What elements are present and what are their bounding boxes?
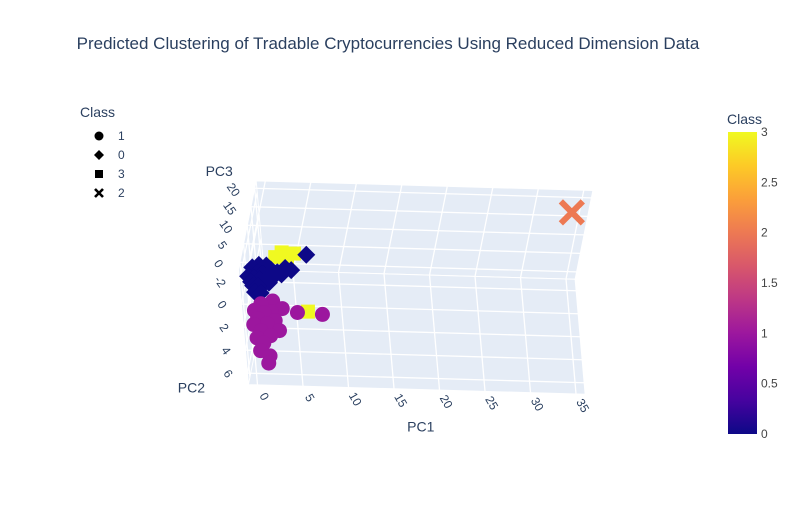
tick-label-pc3: 10: [216, 217, 235, 236]
legend: Class 1 0 3 2: [80, 104, 125, 202]
data-point-class-1[interactable]: [289, 304, 305, 320]
legend-item-class-1[interactable]: 1: [80, 126, 125, 145]
tick-label-pc2: 2: [216, 321, 231, 335]
gridline-pc3: [250, 206, 588, 218]
gridline-pc3: [239, 261, 577, 273]
x-icon: [90, 187, 108, 198]
gridline-pc2: [239, 280, 577, 292]
tick-label-pc2: -2: [211, 273, 229, 290]
colorbar-tick-label: 0: [761, 427, 768, 441]
gridline-pc3: [254, 187, 592, 199]
colorbar-tick-label: 3: [761, 125, 768, 139]
data-point-class-3[interactable]: [268, 250, 283, 265]
gridline-pc2: [243, 326, 581, 338]
data-point-class-1[interactable]: [274, 301, 290, 317]
tick-label-pc3: 5: [215, 239, 230, 253]
tick-label-pc1: 0: [257, 390, 273, 403]
diamond-icon: [90, 149, 108, 160]
tick-label-pc1: 20: [437, 392, 456, 411]
tick-label-pc1: 5: [302, 391, 318, 404]
legend-item-class-0[interactable]: 0: [80, 145, 125, 164]
colorbar-tick-label: 2: [761, 226, 768, 240]
tick-label-pc1: 25: [482, 394, 501, 413]
tick-label-pc2: 6: [220, 367, 235, 381]
legend-title: Class: [80, 104, 116, 120]
data-point-class-0[interactable]: [297, 245, 316, 264]
colorbar-tick-label: 1: [761, 326, 768, 340]
data-point-class-0[interactable]: [251, 284, 270, 303]
legend-item-label: 0: [118, 147, 125, 162]
legend-item-label: 3: [118, 166, 125, 181]
data-point-class-1[interactable]: [261, 355, 277, 371]
gridline-pc3: [247, 224, 585, 236]
tick-label-pc1: 35: [573, 396, 592, 415]
colorbar-title: Class: [727, 111, 763, 127]
tick-label-pc1: 10: [346, 390, 365, 409]
legend-item-class-2[interactable]: 2: [80, 183, 125, 202]
colorbar-tick-label: 2.5: [761, 175, 778, 189]
gridline-pc3: [243, 243, 581, 255]
gridline-pc2: [245, 349, 583, 361]
colorbar-tick-label: 0.5: [761, 377, 778, 391]
axis-title-pc3: PC3: [206, 163, 233, 179]
legend-item-label: 1: [118, 128, 125, 143]
gridline-pc2: [247, 372, 585, 384]
colorbar-tick-label: 1.5: [761, 276, 778, 290]
chart-title: Predicted Clustering of Tradable Cryptoc…: [76, 34, 700, 53]
tick-label-pc1: 30: [528, 395, 547, 414]
tick-label-pc1: 15: [391, 391, 410, 410]
tick-label-pc3: 15: [220, 199, 239, 218]
axis-title-pc1: PC1: [407, 418, 434, 434]
data-point-class-1[interactable]: [314, 306, 330, 322]
colorbar: 0 0.5 1 1.5 2 2.5 3: [728, 125, 778, 441]
tick-label-pc3: 0: [211, 257, 226, 271]
colorbar-gradient: [728, 132, 757, 434]
data-point-class-0[interactable]: [272, 265, 291, 284]
tick-label-pc2: 4: [218, 344, 233, 358]
square-icon: [90, 169, 108, 179]
data-point-class-2[interactable]: [558, 199, 585, 226]
axis-title-pc2: PC2: [178, 380, 205, 396]
tick-label-pc2: 0: [214, 298, 229, 312]
tick-label-pc3: 20: [224, 180, 243, 199]
legend-item-class-3[interactable]: 3: [80, 164, 125, 183]
circle-icon: [90, 131, 108, 141]
gridline-pc3: [239, 262, 251, 378]
legend-item-label: 2: [118, 185, 125, 200]
